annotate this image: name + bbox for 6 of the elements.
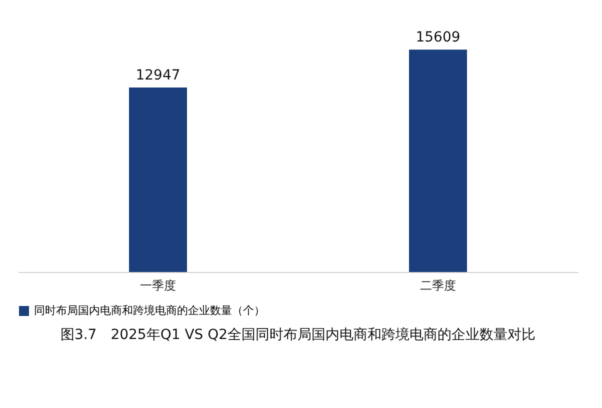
text: 图3.7 2025年Q1 VS Q2全国同时布局国内电商和跨境电商的企业数量对比 [60,327,536,343]
x-tick-label: 二季度 [420,278,456,292]
data-label: 15609 [416,30,460,46]
legend-label: 同时布局国内电商和跨境电商的企业数量（个） [34,304,265,317]
x-tick-label: 一季度 [140,278,176,292]
data-label: 12947 [136,68,180,84]
